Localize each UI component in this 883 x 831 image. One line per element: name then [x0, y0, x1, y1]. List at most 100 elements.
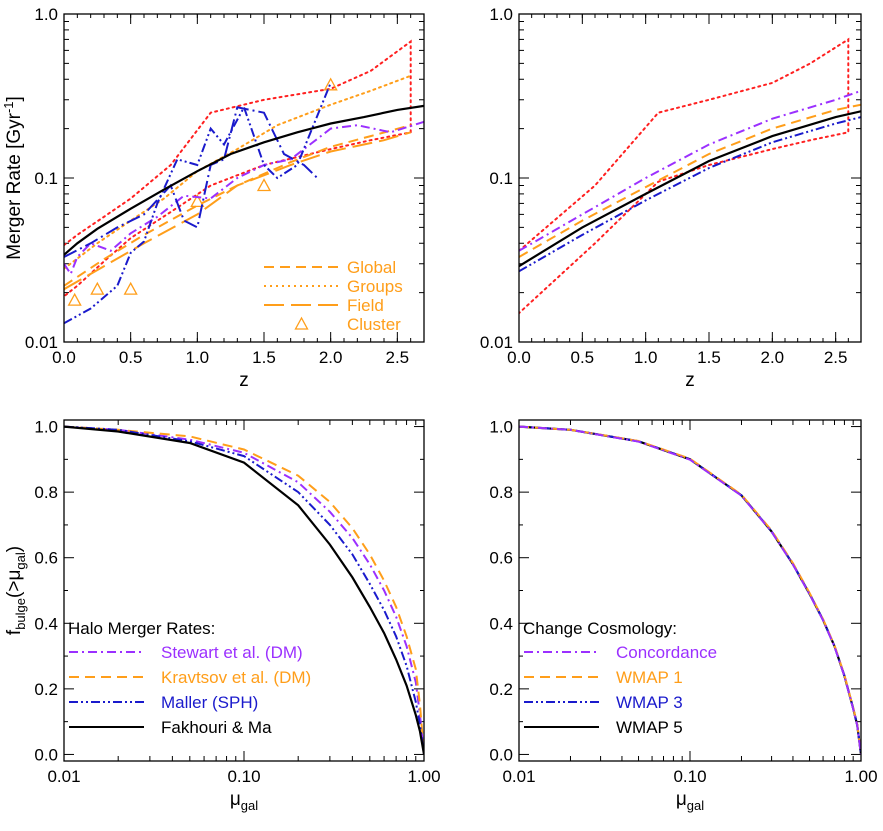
x-tick-label: 2.5	[824, 348, 848, 367]
legend-label: Global	[347, 258, 396, 277]
minor-ticks	[519, 420, 861, 761]
minor-ticks	[64, 420, 424, 761]
series-line-0	[64, 39, 412, 298]
x-tick-label: 0.5	[571, 348, 595, 367]
series-line-1	[519, 425, 861, 755]
legend: Change Cosmology: Concordance WMAP 1 WMAP 3…	[523, 619, 717, 737]
panel-bottom-left: 0.01 0.10 1.00 0.0 0.2 0.4 0.6 0.8 1.0 μgal fbulge…	[4, 418, 441, 813]
plot-frame	[518, 13, 862, 343]
legend-label: Maller (SPH)	[161, 693, 258, 712]
y-tick-label: 1.0	[489, 5, 513, 24]
cluster-marker	[67, 292, 82, 306]
y-axis-label: Merger Rate [Gyr-1]	[1, 96, 25, 260]
plot-frame	[63, 419, 425, 762]
y-tick-label: 0.1	[34, 169, 58, 188]
series-group	[64, 39, 424, 325]
legend-label: Stewart et al. (DM)	[161, 643, 303, 662]
series-line-1	[64, 425, 424, 755]
legend-label: Field	[347, 296, 384, 315]
y-tick-label: 0.01	[480, 333, 513, 352]
series-line-3	[519, 425, 861, 755]
series-line-0	[64, 425, 424, 755]
cluster-marker	[256, 178, 272, 192]
y-tick-label: 0.1	[489, 169, 513, 188]
x-tick-label: 1.0	[186, 348, 210, 367]
y-tick-label: 0.8	[489, 483, 513, 502]
series-line-0	[519, 37, 850, 315]
series-group	[519, 425, 861, 755]
x-tick-label: 1.5	[697, 348, 721, 367]
x-tick-label: 2.0	[761, 348, 785, 367]
series-line-7	[64, 106, 318, 258]
cluster-marker	[90, 281, 105, 295]
x-tick-label: 0.0	[507, 348, 531, 367]
x-tick-label: 0.5	[119, 348, 143, 367]
x-tick-label: 0.0	[52, 348, 76, 367]
cluster-marker	[123, 281, 138, 295]
x-axis-label: μgal	[230, 789, 258, 813]
series-line-8	[64, 104, 424, 256]
y-tick-label: 0.0	[34, 745, 58, 764]
y-tick-label: 1.0	[34, 418, 58, 437]
y-tick-label: 0.0	[489, 745, 513, 764]
series-line-5	[64, 120, 424, 277]
panel-top-left: 0.0 0.5 1.0 1.5 2.0 2.5 0.01 0.1 1.0 z Merger Rate…	[1, 5, 425, 391]
panel-bottom-right: 0.01 0.10 1.00 0.0 0.2 0.4 0.6 0.8 1.0 μgal Change…	[489, 418, 877, 813]
legend-label: Groups	[347, 277, 403, 296]
legend-label: Fakhouri & Ma	[161, 718, 272, 737]
series-line-3	[64, 131, 411, 291]
x-tick-label: 2.5	[386, 348, 410, 367]
x-tick-label: 1.00	[407, 767, 440, 786]
series-line-2	[64, 425, 424, 755]
series-line-3	[519, 110, 861, 268]
legend-marker	[294, 316, 309, 330]
y-tick-label: 0.8	[34, 483, 58, 502]
x-tick-label: 0.01	[47, 767, 80, 786]
series-line-3	[64, 425, 424, 755]
series-line-2	[519, 103, 861, 258]
x-tick-label: 1.00	[844, 767, 877, 786]
series-group	[519, 37, 861, 315]
legend: Halo Merger Rates: Stewart et al. (DM) Kra…	[68, 619, 311, 737]
y-tick-label: 1.0	[489, 418, 513, 437]
plot-frame	[518, 419, 862, 762]
y-tick-label: 0.6	[489, 549, 513, 568]
series-line-2	[64, 74, 412, 270]
plot-frame	[63, 13, 425, 343]
legend-label: Concordance	[616, 643, 717, 662]
series-line-1	[519, 89, 861, 252]
legend-label: Kravtsov et al. (DM)	[161, 668, 311, 687]
cluster-marker	[190, 194, 205, 208]
y-tick-label: 0.2	[489, 680, 513, 699]
minor-ticks	[519, 14, 861, 342]
legend-label: WMAP 1	[616, 668, 683, 687]
y-tick-label: 1.0	[34, 5, 58, 24]
series-line-2	[519, 425, 861, 755]
y-tick-label: 0.6	[34, 549, 58, 568]
y-tick-label: 0.4	[489, 614, 513, 633]
y-tick-label: 0.4	[34, 614, 58, 633]
legend-title: Change Cosmology:	[523, 619, 677, 638]
y-axis-label: fbulge(>μgal)	[4, 546, 28, 635]
legend-title: Halo Merger Rates:	[68, 619, 215, 638]
legend-label: WMAP 5	[616, 718, 683, 737]
x-tick-label: 2.0	[319, 348, 343, 367]
x-axis-label: z	[685, 370, 695, 391]
series-line-4	[519, 116, 861, 273]
series-line-6	[64, 82, 332, 325]
y-tick-label: 0.2	[34, 680, 58, 699]
x-axis-label: μgal	[676, 789, 704, 813]
cluster-marker	[323, 77, 338, 91]
x-axis-label: z	[239, 370, 249, 391]
x-tick-label: 0.01	[502, 767, 535, 786]
x-tick-label: 1.5	[252, 348, 276, 367]
x-tick-label: 0.10	[227, 767, 260, 786]
legend-label: Cluster	[347, 315, 401, 334]
y-tick-label: 0.01	[25, 333, 58, 352]
panel-top-right: 0.0 0.5 1.0 1.5 2.0 2.5 0.01 0.1 1.0 z	[480, 5, 862, 391]
x-tick-label: 0.10	[673, 767, 706, 786]
x-tick-label: 1.0	[634, 348, 658, 367]
legend-label: WMAP 3	[616, 693, 683, 712]
